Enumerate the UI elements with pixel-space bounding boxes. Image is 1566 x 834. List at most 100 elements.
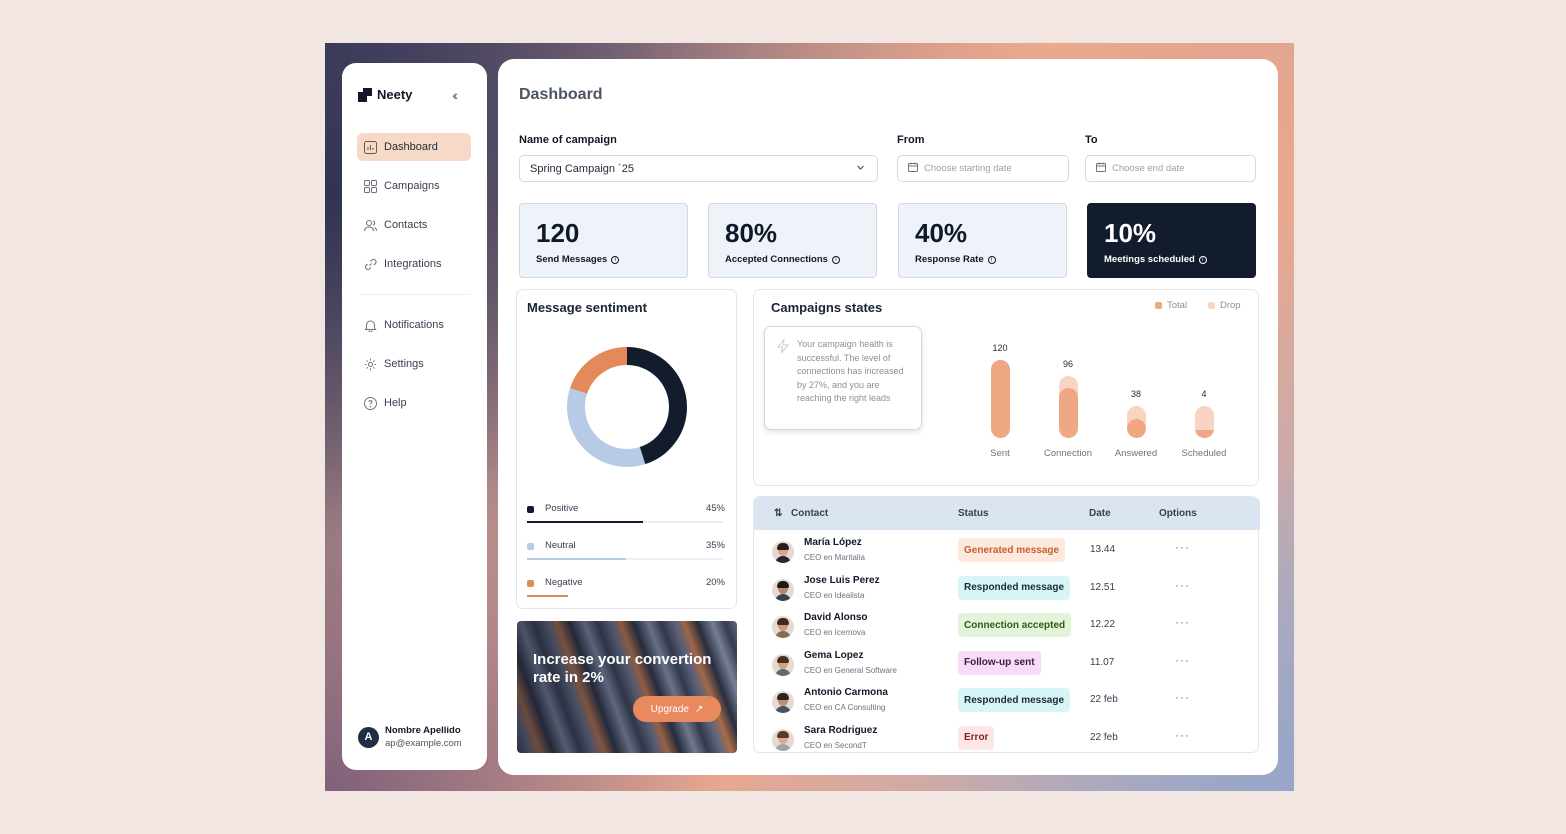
user-profile[interactable]: A Nombre Apellido ap@example.com [358,725,462,749]
contact-name[interactable]: Sara Rodriguez [804,724,878,736]
info-icon[interactable]: i [987,255,996,264]
contact-avatar [772,691,794,713]
more-options-icon[interactable]: ··· [1175,615,1190,629]
contact-name[interactable]: Gema Lopez [804,649,864,661]
sidebar-item-settings[interactable]: Settings [357,350,471,378]
legend-label: Drop [1220,300,1241,311]
sidebar-item-label: Campaigns [384,180,440,192]
bar-value-label: 120 [992,343,1008,353]
contact-avatar [772,728,794,751]
bar-total-fill [990,360,1010,438]
sidebar-item-notifications[interactable]: Notifications [357,311,471,339]
campaign-label: Name of campaign [519,134,617,146]
info-icon[interactable]: i [831,255,840,264]
campaign-health-note: Your campaign health is successful. The … [764,326,922,430]
info-icon[interactable]: i [1198,255,1207,264]
contact-date: 13.44 [1090,544,1116,555]
collapse-sidebar-icon[interactable]: ‹‹ [452,87,459,103]
avatar: A [358,726,379,748]
sidebar-item-contacts[interactable]: Contacts [357,211,471,239]
bar-sent [990,360,1010,438]
sort-icon[interactable]: ⇅ [774,508,783,519]
sidebar-item-help[interactable]: Help [357,389,471,417]
more-options-icon[interactable]: ··· [1175,577,1190,592]
more-options-icon[interactable]: ··· [1175,727,1190,742]
sidebar-item-integrations[interactable]: Integrations [357,250,471,278]
bar-category-label: Connection [1043,448,1093,459]
contact-avatar [772,653,794,676]
logo-icon [358,87,372,102]
more-options-icon[interactable]: ··· [1175,690,1190,704]
table-row[interactable]: Jose Luis Perez CEO en Idealista Responded… [754,572,1260,609]
header-contact[interactable]: Contact [791,508,829,519]
contact-role: CEO en General Software [804,665,897,675]
campaign-select[interactable]: Spring Campaign ´25 [519,155,878,182]
table-row[interactable]: David Alonso CEO en Icernova Connection ac… [754,609,1260,646]
info-icon[interactable]: i [611,255,620,264]
sentiment-percent: 35% [705,540,725,551]
contact-name[interactable]: Antonio Carmona [804,687,888,698]
sentiment-track [527,558,723,560]
user-name: Nombre Apellido [385,725,461,736]
legend-swatch [1208,302,1215,309]
user-email: ap@example.com [385,738,462,749]
upgrade-button[interactable]: Upgrade ↗ [633,696,721,722]
kpi-card-response-rate: 40% Response Rate i [898,203,1067,278]
kpi-value: 40% [915,218,968,248]
bar-connection [1058,375,1078,438]
sentiment-fill [527,558,626,560]
donut-slice-negative [567,347,687,467]
link-icon [364,258,377,271]
contact-name[interactable]: Jose Luis Perez [804,574,880,586]
contacts-table: ⇅ Contact Status Date Options María Lópe… [753,496,1260,753]
sentiment-card: Message sentiment Positive 45% Neutral 3… [516,289,737,609]
table-header: ⇅ Contact Status Date Options [754,497,1260,530]
kpi-value: 120 [536,218,580,248]
status-badge: Error [958,725,995,750]
contact-role: CEO en SecondT [804,740,867,750]
legend-swatch [527,580,534,587]
help-icon [364,396,377,410]
more-options-icon[interactable]: ··· [1175,652,1190,667]
header-status[interactable]: Status [958,508,989,519]
sidebar-item-dashboard[interactable]: Dashboard [357,133,471,161]
from-date-placeholder: Choose starting date [924,163,1012,174]
contact-date: 22 feb [1090,731,1118,743]
campaign-states-title: Campaigns states [771,300,883,315]
header-date[interactable]: Date [1089,508,1111,519]
upgrade-promo: Increase your convertion rate in 2% Upgr… [517,621,737,753]
grid-icon [364,179,377,193]
contact-name[interactable]: María López [804,537,862,548]
kpi-label: Accepted Connections [725,254,828,265]
more-options-icon[interactable]: ··· [1175,540,1190,554]
table-row[interactable]: Sara Rodriguez CEO en SecondT Error 22 feb ·… [754,722,1260,759]
sidebar-item-label: Settings [384,358,424,370]
legend-drop: Drop [1208,300,1241,311]
calendar-icon [1096,162,1106,175]
contact-role: CEO en CA Consulting [804,703,886,712]
table-row[interactable]: María López CEO en Maritalia Generated mes… [754,534,1260,571]
bar-value-label: 4 [1201,389,1207,399]
sentiment-donut [567,347,687,467]
contact-avatar [772,616,794,638]
table-row[interactable]: Gema Lopez CEO en General Software Follow-… [754,647,1260,684]
table-row[interactable]: Antonio Carmona CEO en CA Consulting Respo… [754,684,1260,721]
from-date-input[interactable]: Choose starting date [897,155,1069,182]
bar-total-fill [1058,388,1078,438]
brand-logo[interactable]: Neety [358,87,412,102]
sidebar-item-label: Integrations [384,258,442,270]
sidebar-divider [360,294,470,295]
campaign-health-text: Your campaign health is successful. The … [797,339,904,403]
kpi-card-meetings-scheduled: 10% Meetings scheduled i [1087,203,1256,278]
sidebar-item-label: Help [384,397,407,409]
arrow-up-right-icon: ↗ [694,703,704,715]
sentiment-track [527,521,723,523]
legend-label: Total [1167,300,1188,311]
chevron-down-icon [856,163,865,174]
contact-avatar [772,541,794,563]
to-date-input[interactable]: Choose end date [1085,155,1256,182]
users-icon [364,219,377,232]
contact-name[interactable]: David Alonso [804,612,868,623]
sidebar-item-campaigns[interactable]: Campaigns [357,172,471,200]
bell-icon [364,319,377,332]
